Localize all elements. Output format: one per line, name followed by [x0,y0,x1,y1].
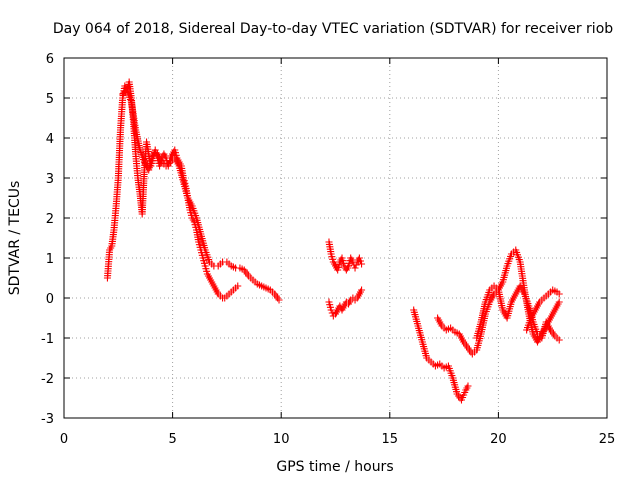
y-tick-label: 4 [46,132,54,147]
data-point [464,382,472,390]
data-point [555,298,563,306]
x-axis-label: GPS time / hours [276,459,393,475]
data-point [327,306,335,314]
x-tick-label: 10 [273,432,290,447]
data-point [356,257,364,265]
chart-title: Day 064 of 2018, Sidereal Day-to-day VTE… [53,21,613,37]
y-tick-label: 1 [46,252,54,267]
y-tick-label: 2 [46,212,54,227]
y-tick-label: 3 [46,172,54,187]
y-tick-label: -3 [41,412,54,427]
x-tick-label: 25 [599,432,616,447]
data-point [351,264,359,272]
data-point [555,336,563,344]
data-point [358,286,366,294]
data-points [103,78,563,404]
data-point [328,309,336,317]
x-tick-label: 5 [168,432,176,447]
x-tick-label: 15 [382,432,399,447]
data-point [355,254,363,262]
y-tick-label: 5 [46,92,54,107]
y-tick-label: 6 [46,52,54,67]
x-tick-label: 20 [490,432,507,447]
data-point [234,282,242,290]
y-tick-label: -1 [41,332,54,347]
plot-frame [63,57,608,419]
grid [64,58,607,418]
y-tick-label: -2 [41,372,54,387]
data-point [352,261,360,269]
x-tick-label: 0 [60,432,68,447]
data-point [555,290,563,298]
y-tick-label: 0 [46,292,54,307]
data-point [275,296,283,304]
data-point [358,260,366,268]
y-axis-label: SDTVAR / TECUs [7,181,23,296]
